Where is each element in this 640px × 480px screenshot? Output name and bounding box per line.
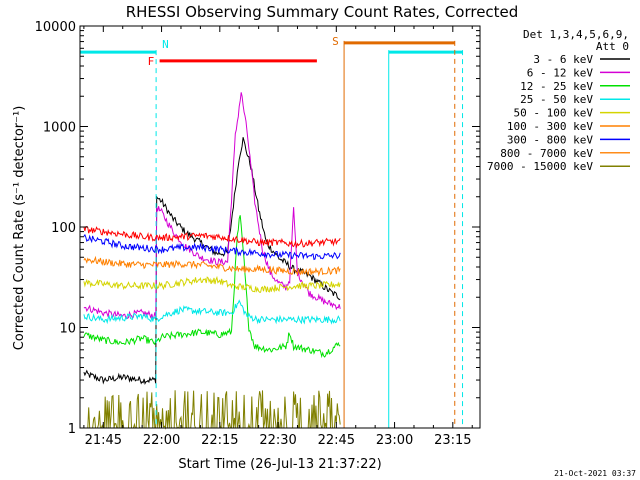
x-tick-label: 22:00 [143, 433, 180, 448]
legend-entry-label: 3 - 6 keV [533, 53, 593, 66]
flag-label-f: F [148, 55, 155, 68]
x-tick-label: 23:15 [434, 433, 471, 448]
flag-layer: NF S [80, 35, 464, 428]
y-tick-label: 10000 [35, 20, 76, 35]
series-line-7000-15000-kev [83, 390, 341, 430]
legend-entry-label: 6 - 12 keV [527, 66, 594, 79]
legend-entry-label: 7000 - 15000 keV [487, 160, 593, 173]
render-timestamp: 21-Oct-2021 03:37 [554, 469, 636, 478]
series-line-100-300-kev [83, 255, 341, 277]
y-axis-label: Corrected Count Rate (s⁻¹ detector⁻¹) [12, 106, 27, 351]
flag-label-n: N [162, 38, 169, 51]
x-tick-label: 22:45 [318, 433, 355, 448]
series-layer [83, 92, 341, 430]
legend-entry-label: 800 - 7000 keV [500, 147, 593, 160]
y-tick-label: 10 [59, 322, 76, 337]
legend-entry-label: 12 - 25 keV [520, 80, 593, 93]
x-tick-label: 22:15 [201, 433, 238, 448]
x-tick-label: 23:00 [376, 433, 413, 448]
flag-label-s: S [332, 35, 339, 48]
series-line-50-100-kev [83, 275, 341, 293]
chart-title: RHESSI Observing Summary Count Rates, Co… [126, 3, 519, 21]
x-tick-label: 21:45 [85, 433, 122, 448]
legend-detectors: Det 1,3,4,5,6,9, [523, 28, 629, 41]
plot-frame [79, 25, 481, 429]
x-axis-label: Start Time (26-Jul-13 21:37:22) [178, 457, 381, 472]
x-tick-label: 22:30 [259, 433, 296, 448]
legend-entry-label: 300 - 800 keV [507, 133, 593, 146]
y-tick-label: 100 [51, 221, 76, 236]
legend-entry-label: 100 - 300 keV [507, 120, 593, 133]
series-line-300-800-kev [83, 233, 341, 261]
series-line-12-25-kev [83, 215, 341, 359]
legend-attenuator: Att 0 [596, 40, 629, 53]
y-tick-label: 1 [68, 422, 76, 437]
y-tick-label: 1000 [43, 121, 76, 136]
legend-entry-label: 50 - 100 keV [514, 107, 594, 120]
series-line-25-50-kev [83, 299, 341, 325]
series-line-800-7000-kev [83, 226, 341, 249]
legend-entry-label: 25 - 50 keV [520, 93, 593, 106]
tick-layer: 21:45 22:00 22:15 22:30 22:45 23:00 23:15 1 10 10… [35, 20, 480, 448]
